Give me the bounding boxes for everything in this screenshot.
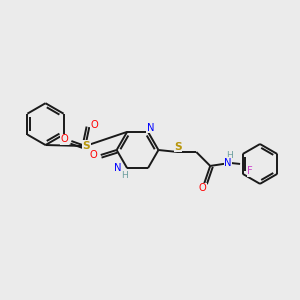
Text: O: O [90, 150, 98, 160]
Text: N: N [147, 123, 154, 133]
Text: F: F [247, 167, 253, 176]
Text: H: H [226, 152, 232, 160]
Text: S: S [174, 142, 182, 152]
Text: O: O [198, 183, 206, 193]
Text: O: O [61, 134, 68, 144]
Text: O: O [90, 120, 98, 130]
Text: S: S [82, 140, 90, 151]
Text: H: H [121, 171, 128, 180]
Text: N: N [224, 158, 232, 168]
Text: N: N [114, 163, 122, 172]
